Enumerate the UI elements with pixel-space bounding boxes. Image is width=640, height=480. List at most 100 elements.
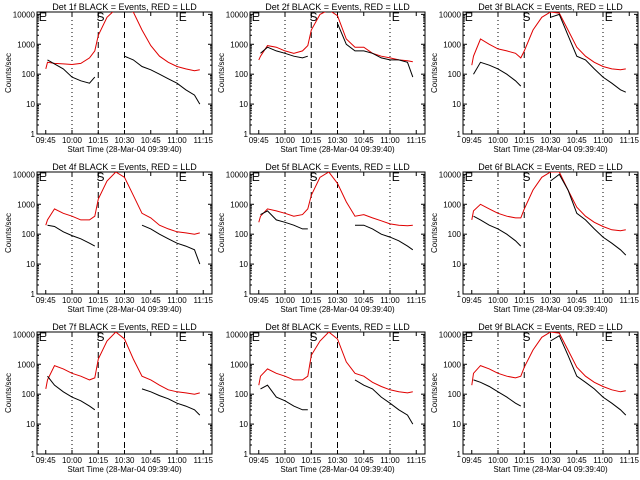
x-tick-label: 11:00	[167, 456, 187, 465]
y-tick-label: 100	[235, 390, 249, 399]
x-tick-label: 11:15	[407, 136, 427, 145]
y-tick-label: 1	[31, 450, 36, 459]
x-tick-label: 11:00	[380, 136, 400, 145]
x-tick-label: 10:00	[275, 296, 296, 305]
panel-title: Det 2f BLACK = Events, RED = LLD	[265, 2, 410, 12]
y-tick-label: 1000	[17, 40, 35, 49]
series-lld-line	[258, 332, 413, 394]
y-tick-label: 100	[448, 70, 462, 79]
x-tick-label: 10:00	[62, 136, 83, 145]
x-tick-label: 11:15	[407, 296, 427, 305]
y-tick-label: 10	[239, 260, 248, 269]
panel-title: Det 3f BLACK = Events, RED = LLD	[478, 2, 623, 12]
x-tick-label: 10:30	[114, 296, 135, 305]
x-tick-label: 11:15	[194, 296, 214, 305]
x-tick-label: 10:45	[141, 136, 162, 145]
marker-e: E	[392, 330, 400, 344]
y-tick-label: 1000	[230, 200, 248, 209]
x-tick-label: 11:00	[593, 136, 613, 145]
x-tick-label: 10:15	[301, 456, 322, 465]
x-axis-label: Start Time (28-Mar-04 09:39:40)	[280, 305, 395, 314]
x-tick-label: 11:15	[620, 456, 640, 465]
x-axis-label: Start Time (28-Mar-04 09:39:40)	[280, 145, 395, 154]
x-tick-label: 10:00	[488, 456, 509, 465]
y-tick-label: 1000	[17, 360, 35, 369]
x-tick-label: 11:00	[380, 456, 400, 465]
series-events-line	[47, 224, 201, 265]
series-events-line	[260, 23, 414, 78]
x-axis-label: Start Time (28-Mar-04 09:39:40)	[280, 465, 395, 474]
x-tick-label: 10:15	[301, 296, 322, 305]
x-tick-label: 10:30	[114, 456, 135, 465]
x-tick-label: 09:45	[36, 136, 57, 145]
y-tick-label: 10000	[439, 170, 462, 179]
x-axis-label: Start Time (28-Mar-04 09:39:40)	[67, 465, 182, 474]
marker-s: S	[523, 170, 531, 184]
series-lld-line	[471, 12, 626, 71]
y-tick-label: 10000	[439, 330, 462, 339]
x-tick-label: 10:00	[275, 456, 296, 465]
y-tick-label: 100	[448, 390, 462, 399]
x-tick-label: 10:00	[275, 136, 296, 145]
x-tick-label: 11:00	[593, 296, 613, 305]
series-events-line	[473, 334, 627, 416]
y-axis-label: Counts/sec	[4, 53, 13, 93]
y-tick-label: 1	[457, 450, 462, 459]
x-tick-label: 09:45	[36, 296, 57, 305]
x-tick-label: 10:15	[301, 136, 322, 145]
panel-3: Det 3f BLACK = Events, RED = LLD 1 10 100 10…	[430, 2, 640, 154]
y-tick-label: 1000	[230, 360, 248, 369]
marker-e: E	[605, 170, 613, 184]
x-tick-label: 10:15	[88, 456, 109, 465]
x-tick-label: 10:30	[327, 456, 348, 465]
marker-s: S	[310, 170, 318, 184]
x-tick-label: 10:00	[62, 296, 83, 305]
panel-7: Det 7f BLACK = Events, RED = LLD 1 10 100 10…	[4, 322, 214, 474]
y-tick-label: 1000	[443, 40, 461, 49]
y-tick-label: 100	[448, 230, 462, 239]
series-lld-line	[471, 172, 626, 232]
marker-s: S	[97, 10, 105, 24]
y-tick-label: 1	[244, 290, 249, 299]
x-tick-label: 11:15	[194, 136, 214, 145]
marker-s: S	[523, 330, 531, 344]
marker-e: E	[39, 10, 47, 24]
panel-title: Det 7f BLACK = Events, RED = LLD	[52, 322, 197, 332]
y-tick-label: 1000	[230, 40, 248, 49]
marker-e: E	[252, 330, 260, 344]
y-axis-label: Counts/sec	[430, 213, 439, 253]
marker-e: E	[252, 170, 260, 184]
y-tick-label: 10000	[13, 10, 36, 19]
series-lld-line	[258, 12, 413, 63]
x-tick-label: 10:00	[488, 296, 509, 305]
marker-e: E	[465, 170, 473, 184]
y-tick-label: 1000	[443, 200, 461, 209]
y-tick-label: 1000	[17, 200, 35, 209]
x-tick-label: 10:15	[88, 136, 109, 145]
x-tick-label: 10:00	[62, 456, 83, 465]
x-tick-label: 10:30	[540, 136, 561, 145]
series-events-line	[473, 13, 627, 93]
marker-s: S	[310, 330, 318, 344]
y-tick-label: 1	[244, 130, 249, 139]
x-axis-label: Start Time (28-Mar-04 09:39:40)	[67, 305, 182, 314]
y-tick-label: 10000	[439, 10, 462, 19]
x-axis-label: Start Time (28-Mar-04 09:39:40)	[493, 305, 608, 314]
y-axis-label: Counts/sec	[217, 373, 226, 413]
x-tick-label: 11:15	[407, 456, 427, 465]
y-tick-label: 1	[244, 450, 249, 459]
series-events-line	[260, 210, 414, 251]
x-tick-label: 09:45	[462, 456, 483, 465]
x-tick-label: 10:15	[88, 296, 109, 305]
marker-e: E	[179, 170, 187, 184]
y-tick-label: 100	[22, 230, 36, 239]
x-axis-label: Start Time (28-Mar-04 09:39:40)	[493, 465, 608, 474]
y-tick-label: 10000	[226, 170, 249, 179]
x-tick-label: 09:45	[36, 456, 57, 465]
y-tick-label: 1	[457, 130, 462, 139]
panel-6: Det 6f BLACK = Events, RED = LLD 1 10 100 10…	[430, 162, 640, 314]
marker-s: S	[97, 330, 105, 344]
marker-e: E	[252, 10, 260, 24]
y-tick-label: 10000	[226, 10, 249, 19]
